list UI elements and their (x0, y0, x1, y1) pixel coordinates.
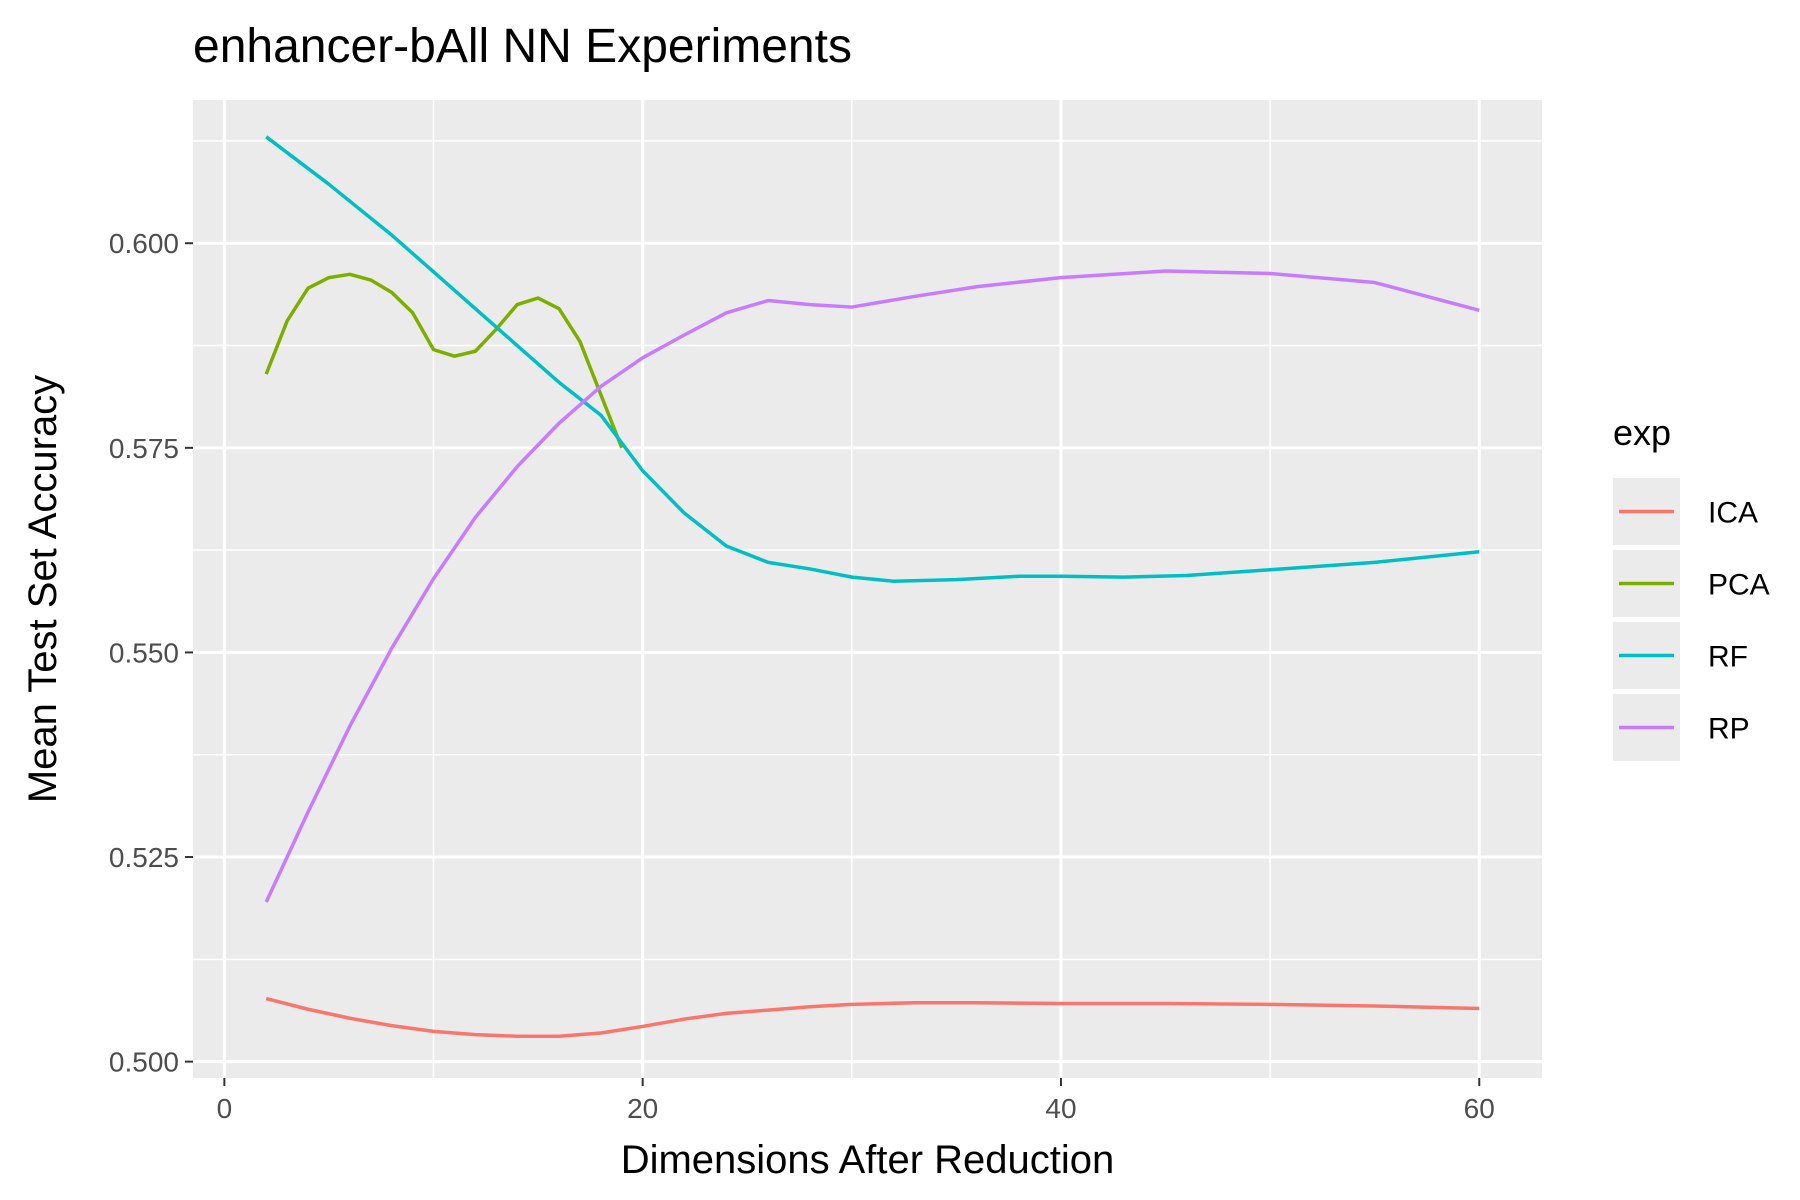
legend-label: PCA (1708, 569, 1770, 602)
series-line-pca (264, 272, 624, 449)
y-axis-title: Mean Test Set Accuracy (21, 375, 65, 803)
y-tick-label: 0.550 (109, 637, 179, 668)
x-tick-label: 60 (1464, 1093, 1495, 1124)
legend-item-rp: RP (1613, 694, 1750, 761)
legend-label: RP (1708, 713, 1750, 746)
series-line-rp (264, 269, 1480, 903)
legend-label: ICA (1708, 497, 1758, 530)
legend-item-ica: ICA (1613, 478, 1758, 545)
y-tick-label: 0.525 (109, 842, 179, 873)
minor-gridlines (193, 100, 1542, 1078)
legend: exp ICA PCA RF RP (1613, 412, 1770, 761)
series-line-ica (265, 996, 1480, 1039)
y-tick-label: 0.600 (109, 228, 179, 259)
chart-title: enhancer-bAll NN Experiments (193, 20, 852, 73)
y-axis-ticks: 0.500 0.525 0.550 0.575 0.600 (109, 228, 193, 1078)
legend-title: exp (1613, 412, 1671, 453)
legend-item-rf: RF (1613, 622, 1748, 689)
x-axis-ticks: 0 20 40 60 (217, 1078, 1495, 1124)
series-line-rf (265, 135, 1480, 583)
major-gridlines (193, 100, 1542, 1078)
y-tick-label: 0.500 (109, 1047, 179, 1078)
plot-panel (193, 100, 1542, 1078)
x-tick-label: 40 (1045, 1093, 1076, 1124)
series-lines (264, 135, 1480, 1039)
y-tick-label: 0.575 (109, 433, 179, 464)
x-tick-label: 20 (627, 1093, 658, 1124)
legend-item-pca: PCA (1613, 550, 1770, 617)
x-axis-title: Dimensions After Reduction (621, 1138, 1115, 1182)
x-tick-label: 0 (217, 1093, 233, 1124)
legend-label: RF (1708, 641, 1748, 674)
